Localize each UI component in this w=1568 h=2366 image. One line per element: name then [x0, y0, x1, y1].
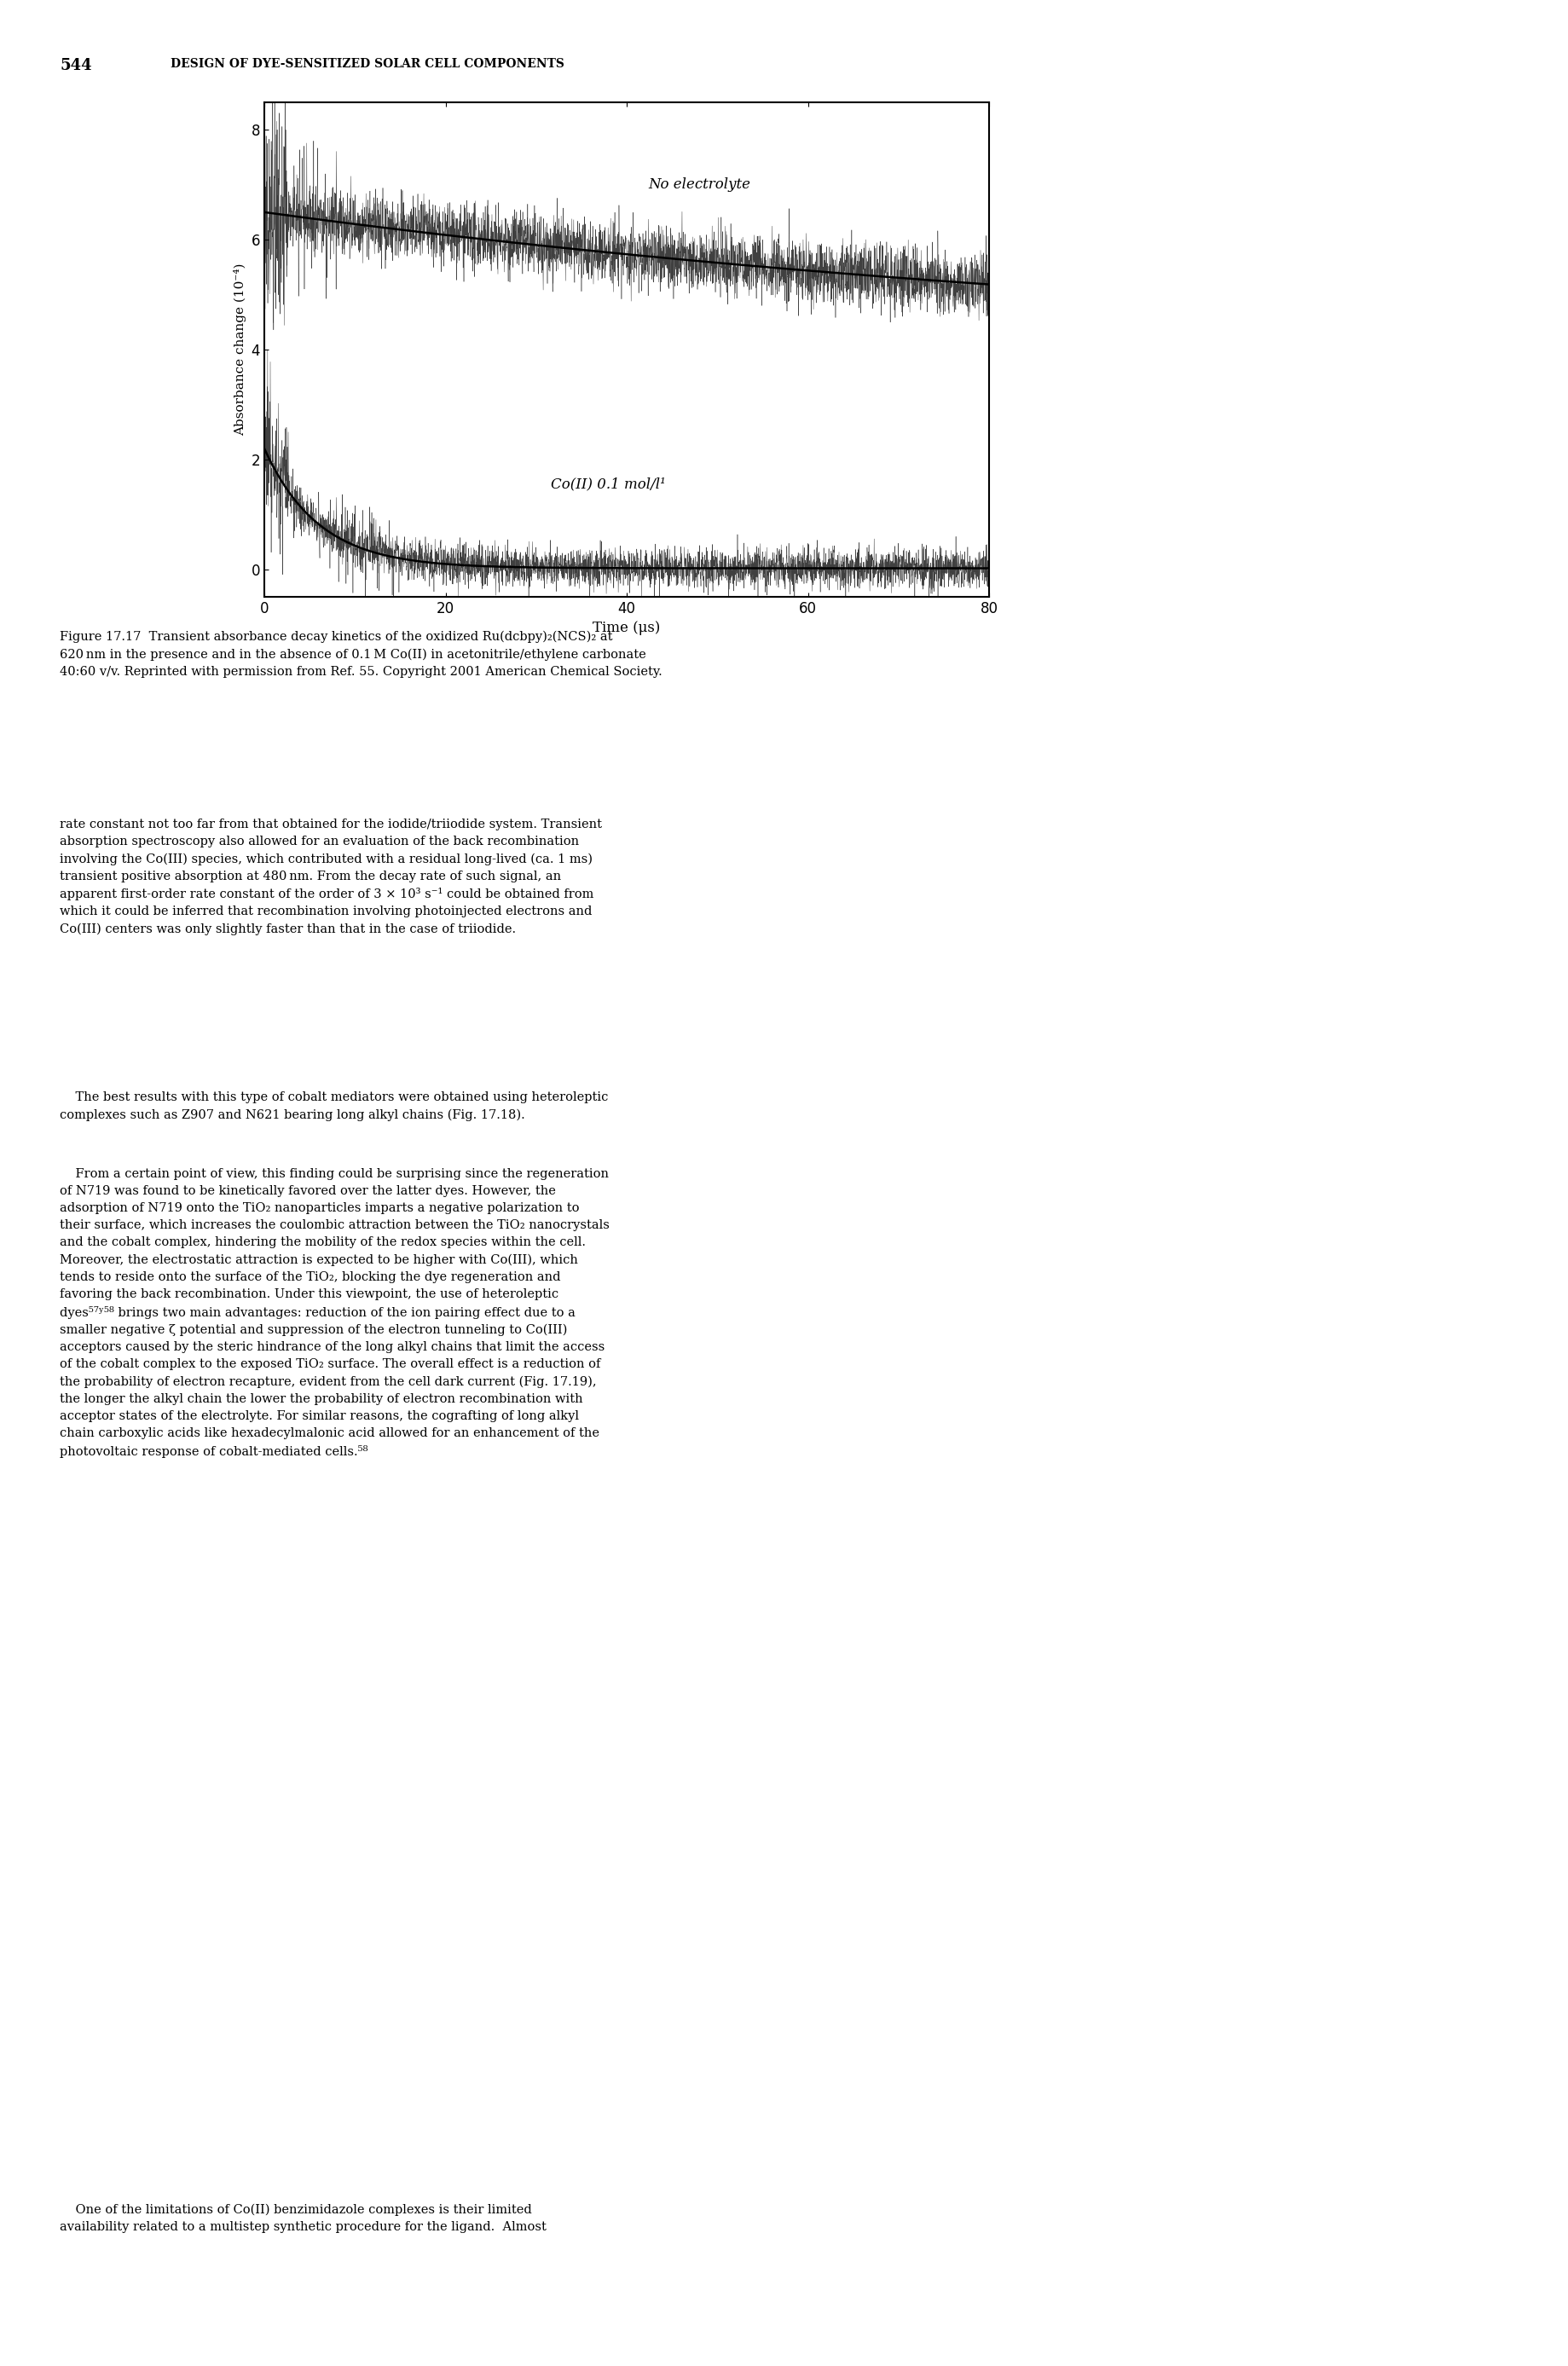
- Y-axis label: Absorbance change (10⁻⁴): Absorbance change (10⁻⁴): [234, 263, 246, 435]
- Text: 544: 544: [60, 59, 93, 73]
- Text: Figure 17.17  Transient absorbance decay kinetics of the oxidized Ru(dcbpy)₂(NCS: Figure 17.17 Transient absorbance decay …: [60, 632, 662, 679]
- Text: One of the limitations of Co(II) benzimidazole complexes is their limited
availa: One of the limitations of Co(II) benzimi…: [60, 2205, 546, 2234]
- Text: Co(II) 0.1 mol/l¹: Co(II) 0.1 mol/l¹: [550, 478, 666, 492]
- X-axis label: Time (μs): Time (μs): [593, 620, 660, 636]
- Text: From a certain point of view, this finding could be surprising since the regener: From a certain point of view, this findi…: [60, 1169, 610, 1457]
- Text: No electrolyte: No electrolyte: [648, 177, 751, 192]
- Text: DESIGN OF DYE-SENSITIZED SOLAR CELL COMPONENTS: DESIGN OF DYE-SENSITIZED SOLAR CELL COMP…: [171, 59, 564, 71]
- Text: rate constant not too far from that obtained for the iodide/triiodide system. Tr: rate constant not too far from that obta…: [60, 819, 602, 935]
- Text: The best results with this type of cobalt mediators were obtained using heterole: The best results with this type of cobal…: [60, 1091, 608, 1121]
